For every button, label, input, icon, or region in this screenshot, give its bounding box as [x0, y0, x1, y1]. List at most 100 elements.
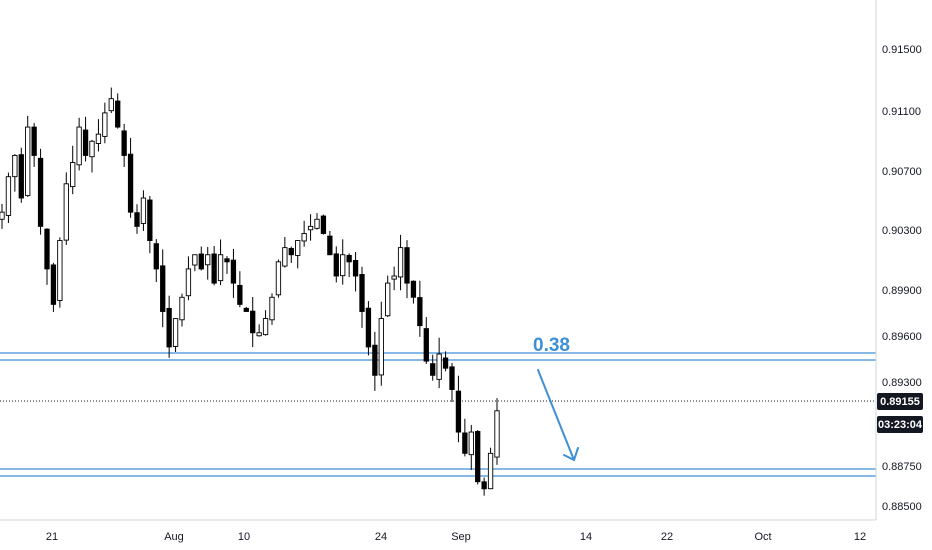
- price-axis[interactable]: 0.91500 0.91100 0.90700 0.90300 0.89900 0.896…: [882, 44, 922, 513]
- price-badges: 0.89155 03:23:04: [877, 393, 923, 433]
- candle-body: [378, 318, 384, 376]
- candle-body: [95, 133, 102, 144]
- candle-body: [333, 253, 339, 277]
- candle-body: [37, 157, 44, 227]
- candle-body: [50, 264, 57, 305]
- level-lines: [0, 352, 876, 477]
- arrow-head: [563, 447, 579, 461]
- candle-body: [404, 247, 410, 284]
- candle-body: [5, 176, 12, 216]
- candle-body: [385, 282, 391, 317]
- candle-body: [134, 212, 140, 227]
- current-price-label: 0.89155: [880, 396, 920, 408]
- candle-body: [140, 197, 147, 224]
- candle-body: [314, 218, 320, 229]
- candle-body: [295, 240, 301, 256]
- candle-body: [307, 225, 314, 231]
- candle-body: [63, 183, 69, 241]
- candle-body: [397, 247, 404, 278]
- candle-body: [0, 211, 5, 220]
- candle-body: [391, 275, 397, 280]
- candle-body: [346, 254, 352, 263]
- y-tick-label: 0.91500: [882, 44, 922, 56]
- y-tick-label: 0.89300: [882, 377, 922, 389]
- x-tick-label: 24: [375, 531, 387, 543]
- candle-body: [198, 253, 204, 270]
- y-tick-label: 0.88750: [882, 461, 922, 473]
- candle-body: [70, 162, 76, 188]
- candle-body: [423, 328, 429, 362]
- candle-body: [372, 344, 378, 376]
- candle-body: [217, 254, 224, 282]
- x-tick-label: 10: [238, 531, 250, 543]
- candle-body: [468, 431, 474, 456]
- time-axis[interactable]: 21 Aug 10 24 Sep 14 22 Oct 12: [46, 531, 866, 543]
- candle-body: [102, 112, 108, 137]
- candle-body: [352, 259, 359, 277]
- candle-body: [436, 353, 442, 380]
- candle-body: [269, 296, 275, 321]
- y-tick-label: 0.89600: [882, 331, 922, 343]
- candle-body: [31, 126, 37, 156]
- candle-body: [250, 310, 256, 334]
- candle-body: [359, 274, 365, 312]
- candles: [0, 87, 500, 496]
- candle-body: [25, 126, 31, 197]
- candle-body: [365, 307, 372, 348]
- candle-body: [18, 154, 24, 199]
- candle-body: [301, 233, 307, 242]
- candle-body: [417, 297, 423, 327]
- x-tick-label: 22: [661, 531, 673, 543]
- y-tick-label: 0.90300: [882, 225, 922, 237]
- candle-body: [256, 332, 262, 337]
- candle-body: [57, 240, 63, 301]
- x-tick-label: 21: [46, 531, 58, 543]
- candle-body: [320, 215, 327, 234]
- y-tick-label: 0.89900: [882, 285, 922, 297]
- candle-body: [76, 126, 82, 166]
- candle-body: [166, 307, 172, 348]
- x-tick-label: Oct: [754, 531, 771, 543]
- candle-body: [211, 253, 217, 284]
- candle-body: [115, 100, 121, 128]
- candle-body: [147, 199, 153, 241]
- y-tick-label: 0.91100: [882, 106, 921, 118]
- candle-body: [224, 258, 230, 263]
- candle-body: [275, 261, 282, 296]
- candle-body: [327, 235, 333, 256]
- arrow-shaft: [537, 369, 575, 461]
- candle-body: [172, 318, 179, 347]
- candle-body: [442, 357, 449, 369]
- x-tick-label: 12: [854, 531, 866, 543]
- candle-body: [153, 243, 159, 270]
- x-tick-label: 14: [580, 531, 592, 543]
- down-arrow-icon: [537, 369, 579, 461]
- candle-body: [108, 98, 114, 112]
- candle-body: [160, 265, 166, 312]
- candle-body: [89, 140, 95, 158]
- candle-body: [340, 254, 346, 277]
- candle-body: [243, 307, 249, 312]
- candle-body: [430, 363, 436, 376]
- candle-body: [230, 259, 237, 284]
- candle-body: [449, 366, 455, 390]
- y-tick-label: 0.90700: [882, 166, 922, 178]
- countdown-badge: [877, 416, 923, 433]
- candle-body: [487, 452, 494, 490]
- candle-body: [82, 129, 89, 156]
- candle-body: [494, 410, 500, 458]
- annotations: 0.38: [533, 335, 579, 461]
- candle-body: [127, 153, 134, 213]
- y-tick-label: 0.88500: [882, 501, 922, 513]
- candle-body: [12, 154, 18, 178]
- candle-body: [475, 431, 481, 483]
- x-tick-label: Sep: [451, 531, 471, 543]
- x-tick-label: Aug: [164, 531, 184, 543]
- candle-body: [288, 248, 294, 256]
- countdown-label: 03:23:04: [878, 419, 923, 431]
- level-label-038: 0.38: [533, 335, 570, 356]
- candle-body: [179, 296, 185, 321]
- candle-body: [462, 432, 468, 454]
